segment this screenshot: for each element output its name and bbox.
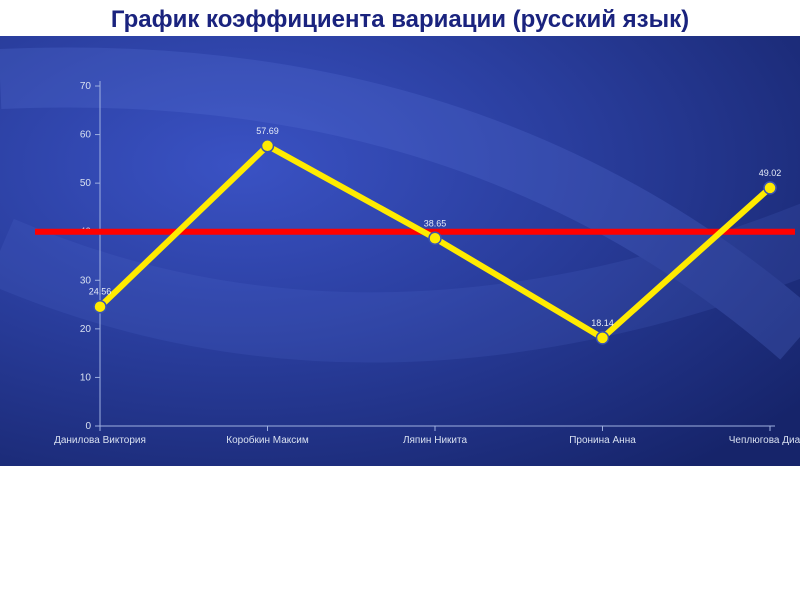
y-tick-label: 20 [80,324,92,335]
data-point [262,140,274,152]
y-tick-label: 0 [85,421,91,432]
chart-svg: 010203040506070Данилова ВикторияКоробкин… [0,36,800,466]
data-point-label: 38.65 [424,218,447,228]
data-point [597,332,609,344]
y-tick-label: 50 [80,178,92,189]
y-tick-label: 70 [80,81,92,92]
data-point [764,182,776,194]
data-point-label: 57.69 [256,126,279,136]
y-tick-label: 30 [80,275,92,286]
y-tick-label: 60 [80,130,92,141]
x-tick-label: Пронина Анна [569,435,636,446]
data-point [429,232,441,244]
x-tick-label: Чеплюгова Диана [729,435,800,446]
chart-title: График коэффициента вариации (русский яз… [0,0,800,36]
chart-area: 010203040506070Данилова ВикторияКоробкин… [0,36,800,466]
x-tick-label: Данилова Виктория [54,435,146,446]
x-tick-label: Коробкин Максим [226,434,309,446]
x-tick-label: Ляпин Никита [403,435,468,446]
data-point [94,301,106,313]
data-point-label: 18.14 [591,318,614,328]
data-point-label: 49.02 [759,168,782,178]
data-point-label: 24.56 [89,287,112,297]
y-tick-label: 10 [80,372,92,383]
